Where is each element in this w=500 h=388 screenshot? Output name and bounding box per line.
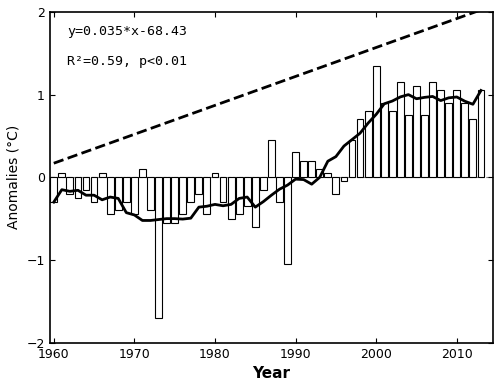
Bar: [90, 177, 98, 202]
Bar: [163, 177, 170, 223]
Bar: [397, 82, 404, 177]
Bar: [155, 177, 162, 318]
Bar: [252, 177, 258, 227]
Bar: [462, 103, 468, 177]
Bar: [470, 120, 476, 177]
Bar: [98, 173, 105, 177]
Bar: [356, 120, 364, 177]
Bar: [82, 177, 89, 190]
Bar: [50, 177, 57, 202]
Bar: [373, 66, 380, 177]
Bar: [260, 177, 267, 190]
Bar: [58, 173, 66, 177]
Bar: [147, 177, 154, 210]
Bar: [364, 111, 372, 177]
Bar: [276, 177, 283, 202]
Bar: [300, 161, 307, 177]
Bar: [284, 177, 291, 264]
Bar: [139, 169, 146, 177]
Bar: [131, 177, 138, 215]
Bar: [244, 177, 250, 206]
Bar: [478, 90, 484, 177]
Bar: [324, 173, 331, 177]
Bar: [340, 177, 347, 182]
Bar: [348, 140, 356, 177]
X-axis label: Year: Year: [252, 366, 290, 381]
Bar: [316, 169, 323, 177]
Bar: [292, 152, 299, 177]
Bar: [212, 173, 218, 177]
Bar: [196, 177, 202, 194]
Bar: [405, 115, 412, 177]
Bar: [74, 177, 82, 198]
Bar: [107, 177, 114, 215]
Bar: [236, 177, 242, 215]
Bar: [220, 177, 226, 202]
Text: y=0.035*x-68.43: y=0.035*x-68.43: [68, 25, 188, 38]
Bar: [123, 177, 130, 202]
Text: R²=0.59, p<0.01: R²=0.59, p<0.01: [68, 55, 188, 68]
Bar: [308, 161, 315, 177]
Bar: [204, 177, 210, 215]
Bar: [180, 177, 186, 215]
Bar: [454, 90, 460, 177]
Bar: [188, 177, 194, 202]
Bar: [268, 140, 275, 177]
Bar: [389, 111, 396, 177]
Bar: [446, 103, 452, 177]
Y-axis label: Anomalies (°C): Anomalies (°C): [7, 125, 21, 229]
Bar: [429, 82, 436, 177]
Bar: [413, 87, 420, 177]
Bar: [381, 103, 388, 177]
Bar: [115, 177, 121, 210]
Bar: [421, 115, 428, 177]
Bar: [437, 90, 444, 177]
Bar: [332, 177, 340, 194]
Bar: [66, 177, 73, 194]
Bar: [228, 177, 234, 218]
Bar: [171, 177, 178, 223]
